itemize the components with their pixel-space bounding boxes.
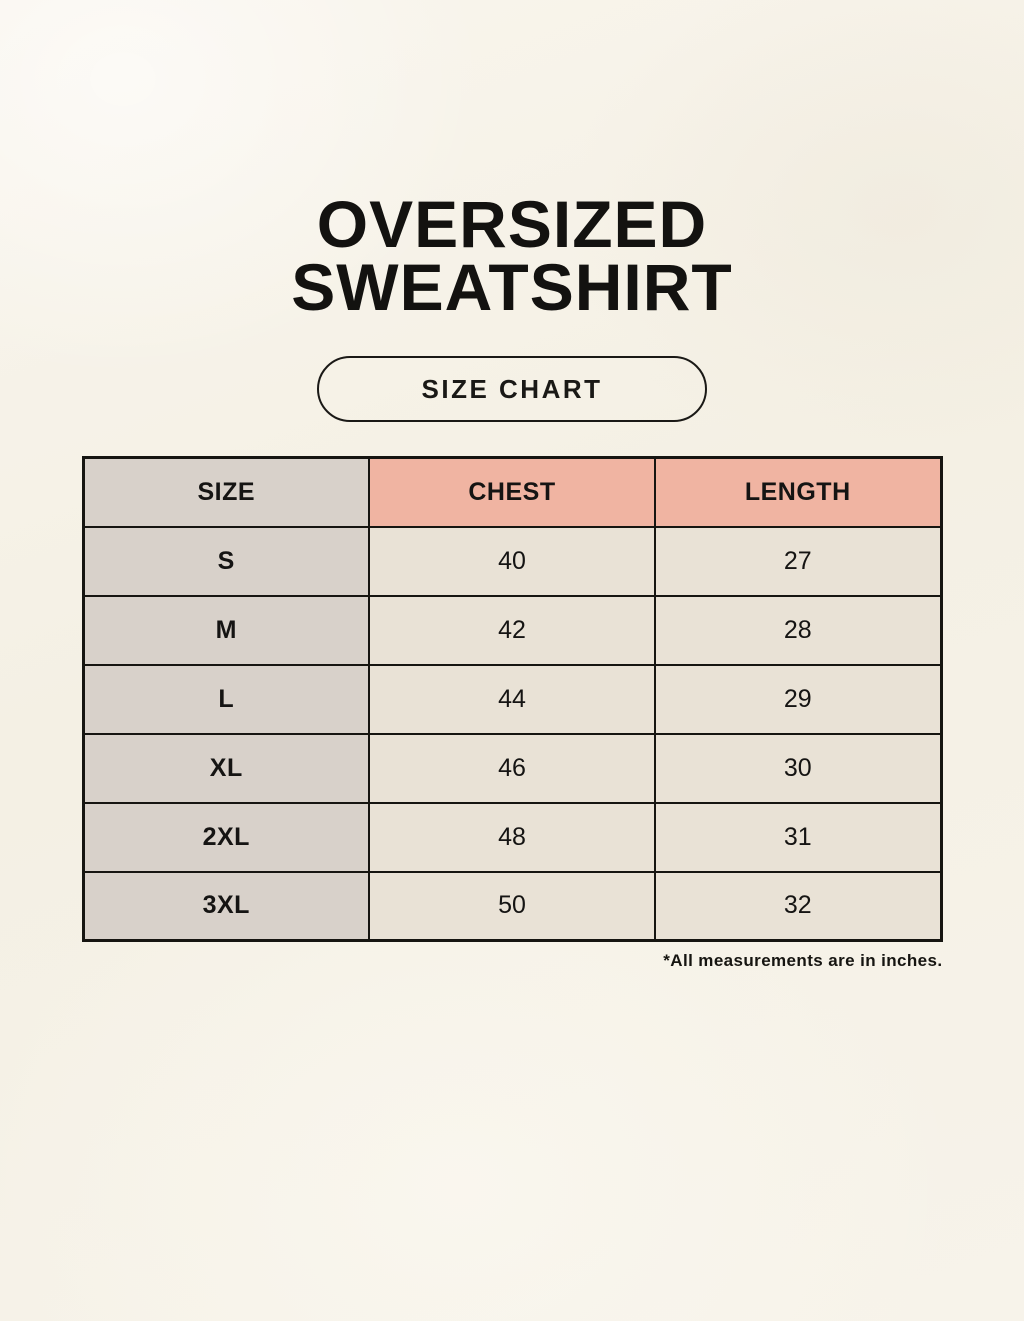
measurements-footnote: *All measurements are in inches. [663, 951, 943, 970]
chest-cell: 40 [368, 525, 656, 597]
table-row: S 40 27 [82, 525, 942, 597]
product-title-line2: SWEATSHIRT [291, 250, 733, 324]
size-cell: XL [82, 732, 370, 804]
table-row: 3XL 50 32 [82, 870, 942, 942]
header-length: LENGTH [654, 456, 942, 528]
table-row: L 44 29 [82, 663, 942, 735]
size-chart-pill: SIZE CHART [317, 356, 707, 422]
length-cell: 31 [654, 801, 942, 873]
table-row: M 42 28 [82, 594, 942, 666]
header-size: SIZE [82, 456, 370, 528]
table-row: XL 46 30 [82, 732, 942, 804]
size-cell: 2XL [82, 801, 370, 873]
product-title: OVERSIZED SWEATSHIRT [0, 0, 1024, 320]
length-cell: 29 [654, 663, 942, 735]
size-table: SIZE CHEST LENGTH S 40 27 M 42 28 L 44 2… [81, 456, 943, 942]
size-cell: 3XL [82, 870, 370, 942]
length-cell: 32 [654, 870, 942, 942]
chest-cell: 42 [368, 594, 656, 666]
chest-cell: 44 [368, 663, 656, 735]
table-row: 2XL 48 31 [82, 801, 942, 873]
size-cell: S [82, 525, 370, 597]
header-chest: CHEST [368, 456, 656, 528]
length-cell: 28 [654, 594, 942, 666]
length-cell: 30 [654, 732, 942, 804]
size-chart-pill-label: SIZE CHART [421, 373, 603, 404]
chest-cell: 46 [368, 732, 656, 804]
chest-cell: 48 [368, 801, 656, 873]
size-cell: L [82, 663, 370, 735]
chest-cell: 50 [368, 870, 656, 942]
table-header-row: SIZE CHEST LENGTH [82, 456, 942, 528]
length-cell: 27 [654, 525, 942, 597]
size-cell: M [82, 594, 370, 666]
product-title-line1: OVERSIZED [316, 187, 708, 261]
